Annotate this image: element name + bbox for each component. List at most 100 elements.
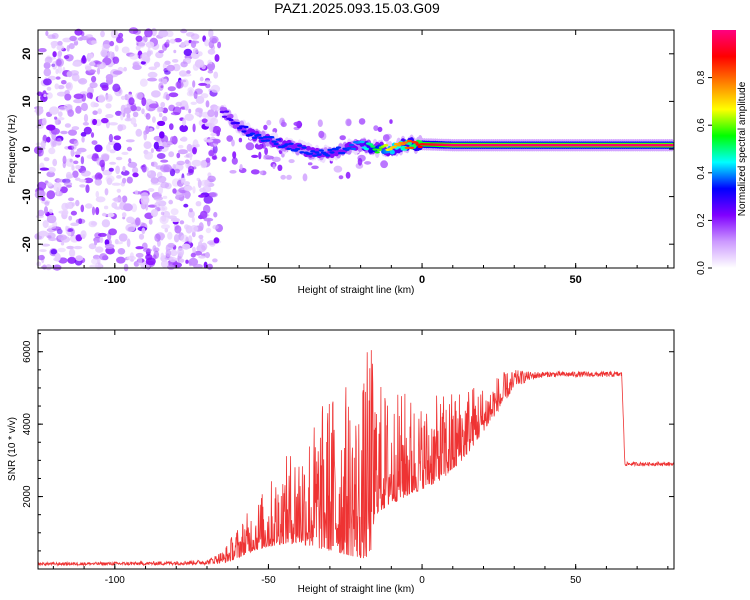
noise-blob <box>156 124 160 130</box>
noise-blob <box>198 194 206 198</box>
ridge-segment <box>219 110 225 114</box>
noise-blob <box>85 203 93 209</box>
noise-blob <box>135 246 144 250</box>
noise-blob <box>73 99 83 104</box>
noise-blob <box>92 118 98 126</box>
noise-blob <box>46 86 52 91</box>
noise-blob <box>95 190 100 198</box>
ridge-segment <box>312 154 318 157</box>
noise-blob <box>73 245 83 250</box>
noise-blob <box>317 119 323 127</box>
ridge-segment <box>318 149 324 152</box>
noise-blob <box>79 184 86 188</box>
noise-blob <box>75 105 82 114</box>
noise-blob <box>166 64 175 72</box>
noise-blob <box>64 93 72 101</box>
noise-blob <box>103 205 109 210</box>
noise-blob <box>46 214 57 224</box>
snr-frame <box>37 329 675 570</box>
noise-blob <box>94 178 103 186</box>
ridge-segment <box>335 146 342 149</box>
noise-blob <box>200 159 208 169</box>
noise-blob <box>168 199 173 205</box>
noise-blob <box>55 58 64 67</box>
ridge-segment <box>376 148 382 151</box>
noise-blob <box>106 144 111 152</box>
noise-blob <box>158 82 164 91</box>
noise-blob <box>105 247 115 255</box>
x-tick-label: 0 <box>419 274 425 286</box>
noise-blob <box>104 188 109 196</box>
noise-blob <box>109 40 115 47</box>
noise-blob <box>56 186 60 196</box>
noise-blob <box>271 156 281 162</box>
noise-blob <box>198 255 206 259</box>
noise-blob <box>144 151 154 160</box>
colorbar-tick-label: 0.6 <box>696 118 707 132</box>
noise-blob <box>157 175 167 183</box>
ridge-segment <box>286 147 292 150</box>
noise-blob <box>166 39 170 45</box>
noise-blob <box>184 113 194 122</box>
noise-blob <box>207 175 216 183</box>
noise-blob <box>46 182 53 187</box>
noise-blob <box>90 101 97 108</box>
noise-blob <box>99 253 108 261</box>
noise-blob <box>178 144 184 149</box>
noise-blob <box>206 63 213 69</box>
noise-blob <box>80 204 85 213</box>
noise-blob <box>105 74 114 81</box>
noise-blob <box>280 174 287 180</box>
noise-blob <box>45 30 49 36</box>
snr-x-ticks: -100 -50 0 50 <box>52 330 669 586</box>
noise-blob <box>61 202 69 211</box>
noise-blob <box>193 251 203 256</box>
ridge-segment <box>310 150 316 153</box>
noise-blob <box>97 232 107 237</box>
noise-blob <box>148 218 153 225</box>
noise-blob <box>161 215 167 222</box>
noise-blob <box>165 94 170 101</box>
noise-blob <box>162 62 167 70</box>
noise-blob <box>35 106 44 115</box>
noise-blob <box>178 79 187 83</box>
noise-blob <box>157 120 166 126</box>
noise-blob <box>140 60 146 65</box>
heatmap-y-axis-label: Frequency (Hz) <box>7 115 18 184</box>
noise-blob <box>158 29 169 38</box>
noise-blob <box>205 157 211 163</box>
noise-blob <box>198 82 208 86</box>
noise-blob <box>174 168 180 174</box>
noise-blob <box>254 142 264 150</box>
noise-blob <box>46 136 51 143</box>
noise-blob <box>52 158 58 167</box>
noise-blob <box>66 174 74 179</box>
noise-blob <box>61 209 69 216</box>
noise-blob <box>203 80 212 85</box>
noise-blob <box>68 197 75 202</box>
y-tick-label: 20 <box>21 48 33 60</box>
noise-blob <box>94 240 98 246</box>
noise-blob <box>263 154 270 158</box>
noise-blob <box>125 139 135 143</box>
noise-blob <box>180 28 188 34</box>
noise-blob <box>41 117 47 126</box>
noise-blob <box>66 45 70 52</box>
ridge-segment <box>413 141 419 144</box>
noise-blob <box>205 100 210 108</box>
noise-blob <box>67 256 77 264</box>
noise-blob <box>91 140 98 146</box>
noise-blob <box>239 164 243 171</box>
noise-blob <box>173 49 177 54</box>
noise-blob <box>229 170 237 174</box>
noise-blob <box>382 134 390 142</box>
noise-blob <box>277 164 283 171</box>
noise-blob <box>147 77 158 82</box>
noise-blob <box>71 144 77 150</box>
noise-blob <box>208 29 214 38</box>
noise-blob <box>115 165 120 175</box>
noise-blob <box>141 97 147 107</box>
noise-blob <box>160 252 164 259</box>
noise-blob <box>81 102 88 112</box>
